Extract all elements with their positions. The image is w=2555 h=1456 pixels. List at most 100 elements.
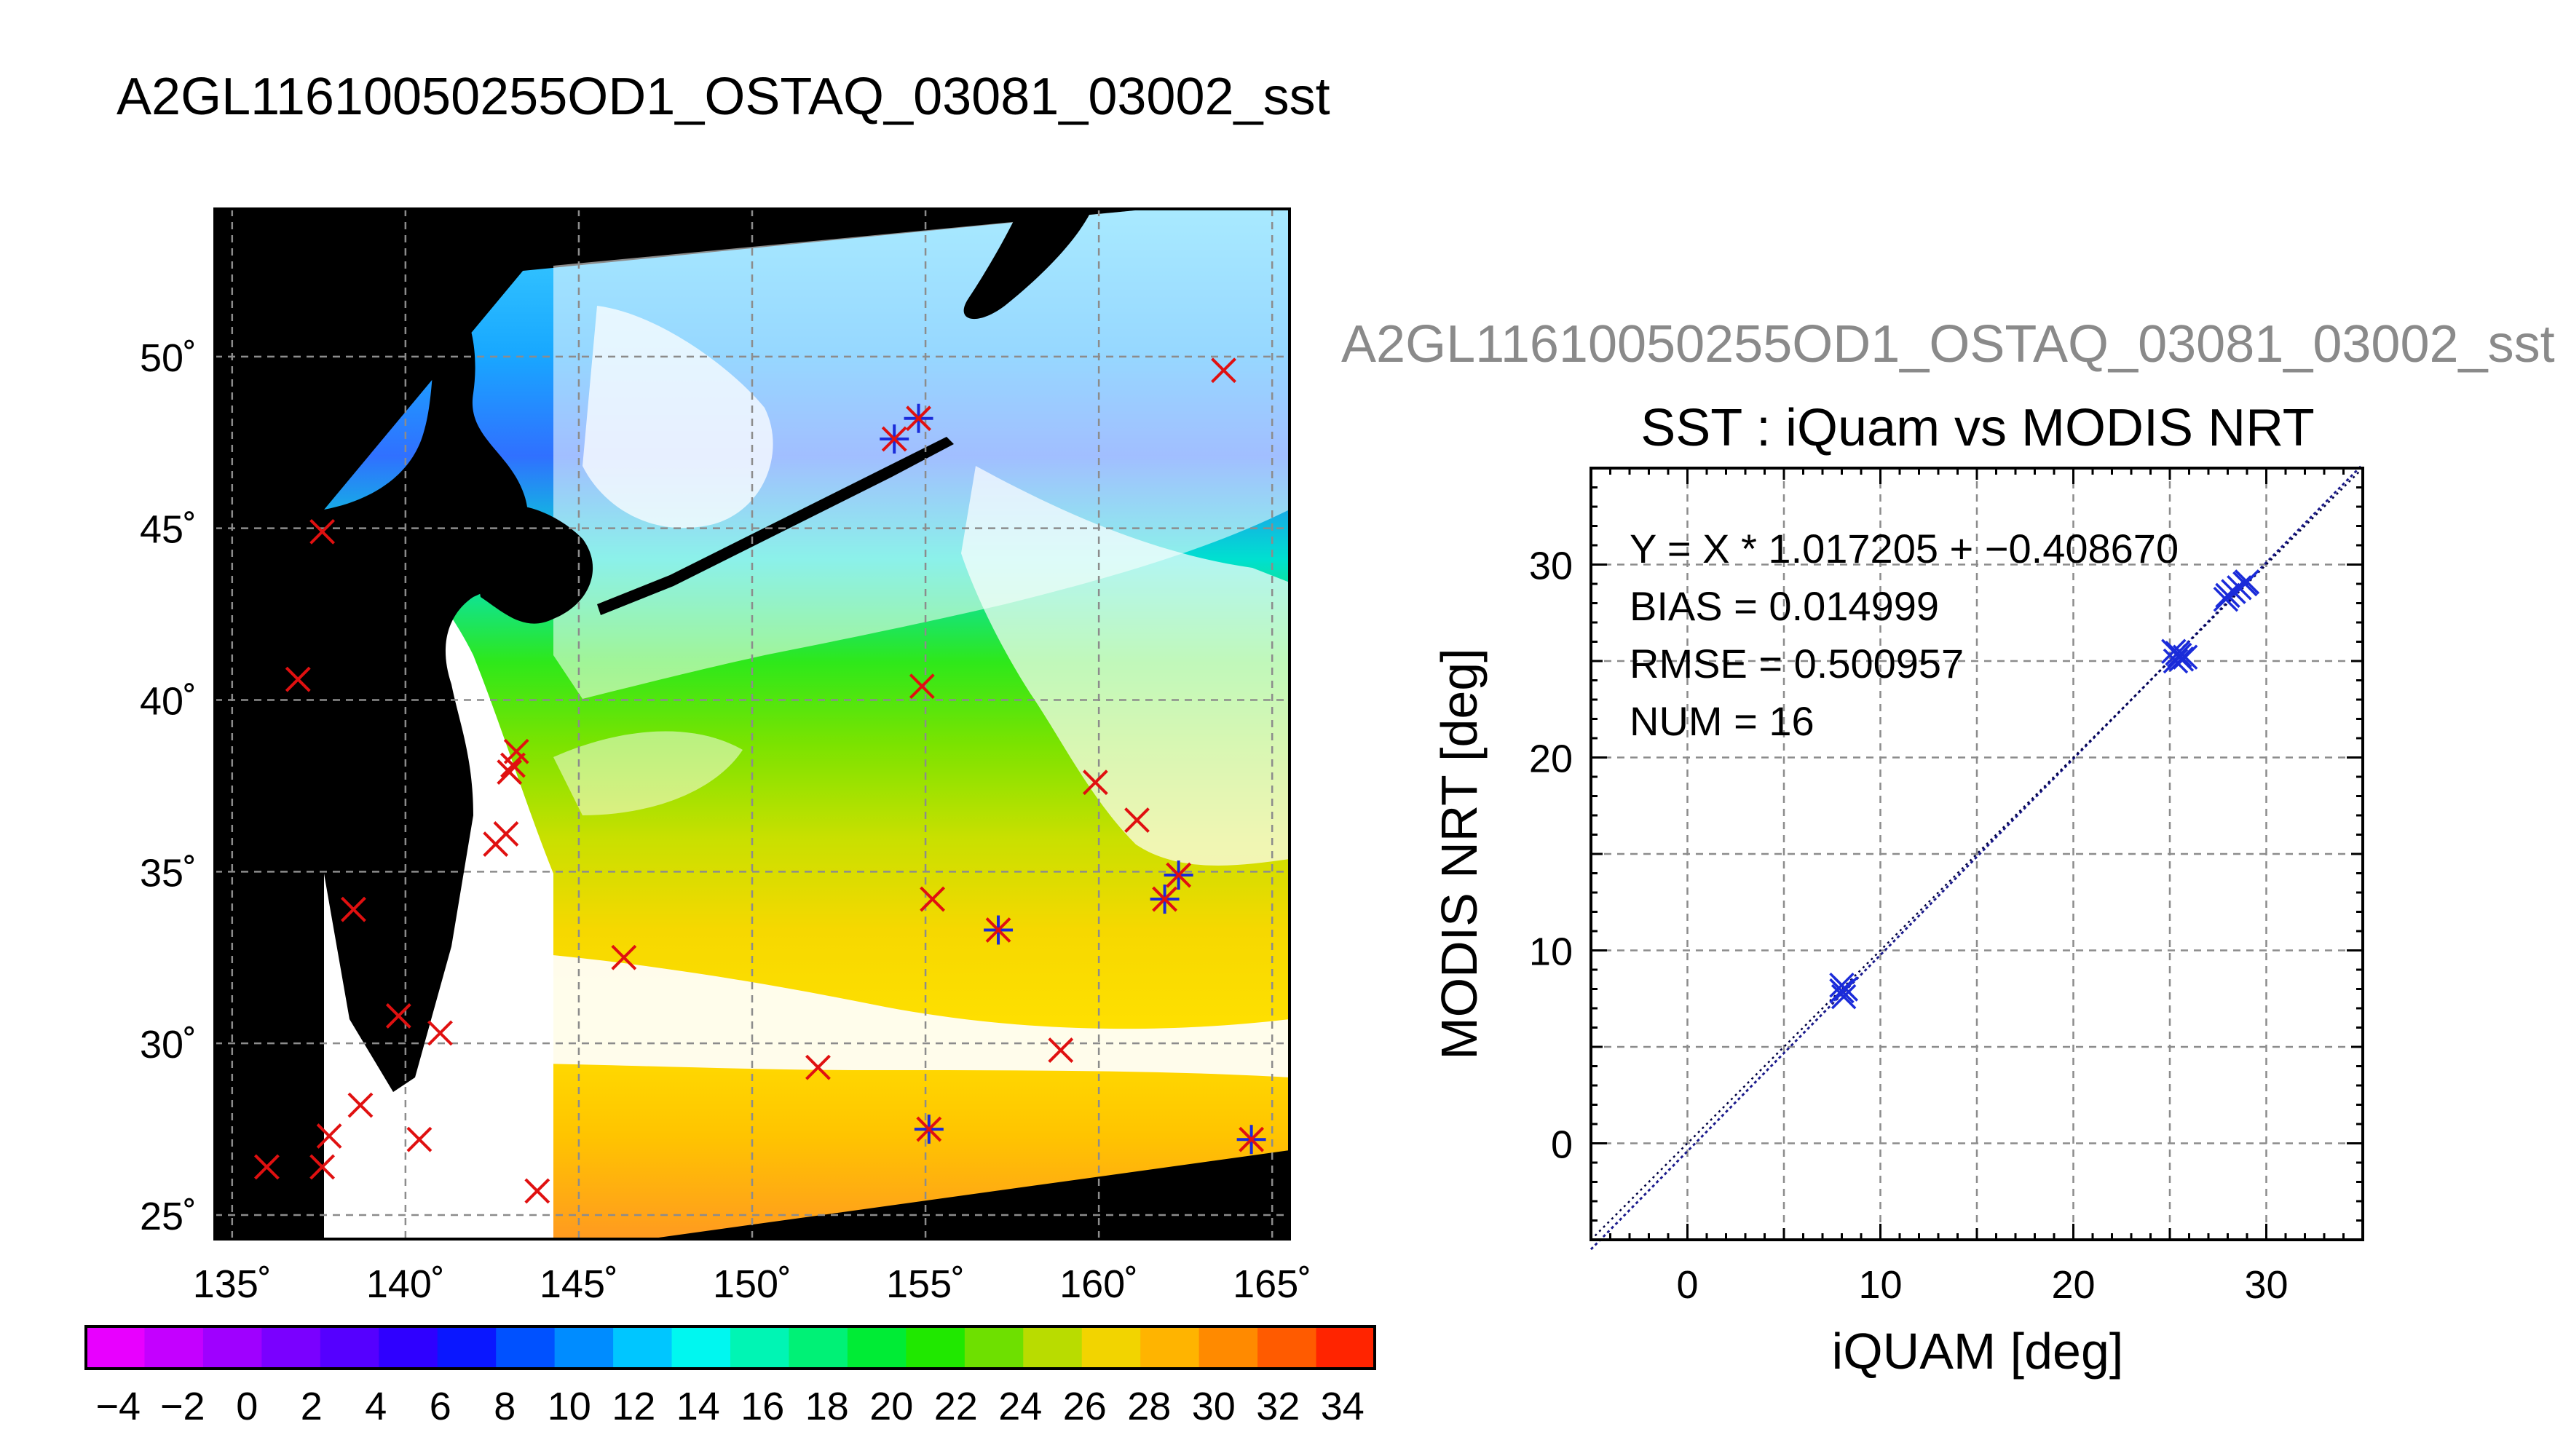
colorbar-tick-label: 30 [1192,1385,1236,1428]
colorbar-swatch [613,1326,673,1369]
stats-rmse: RMSE = 0.500957 [1630,641,1964,687]
left-swath-edge [215,209,523,1239]
buoy-marker [611,944,637,970]
land-hokkaido-sakhalin [324,291,529,1092]
colorbar: −4 −2 0 2 4 6 8 10 12 14 16 18 20 22 24 26 28 30 32 34 [84,1325,1376,1428]
colorbar-swatch [730,1326,789,1369]
buoy-marker-used [904,403,933,433]
colorbar-tick-label: 12 [612,1385,655,1428]
map-y-tick-label: 50˚ [140,336,197,380]
map-x-tick-labels: 135˚ 140˚ 145˚ 150˚ 155˚ 160˚ 165˚ [193,1262,1311,1306]
buoy-marker-used [880,424,909,454]
map-x-tick-label: 165˚ [1233,1262,1311,1306]
scatter-point [1833,976,1859,1002]
scatter-point [1831,984,1857,1010]
scatter-y-tick-label: 30 [1529,545,1573,588]
buoy-marker [285,666,311,692]
buoy-marker [1082,769,1108,796]
scatter-x-tick-label: 30 [2244,1263,2288,1307]
map-x-tick-label: 160˚ [1059,1262,1138,1306]
identity-line [1590,467,2364,1241]
buoy-marker [1211,357,1236,384]
colorbar-tick-label: 24 [998,1385,1042,1428]
scatter-y-tick-labels: 0 10 20 30 [1529,545,1573,1167]
map-y-tick-labels: 25˚ 30˚ 35˚ 40˚ 45˚ 50˚ [140,336,197,1238]
colorbar-tick-label: 2 [301,1385,323,1428]
colorbar-swatch [964,1326,1024,1369]
scatter-x-tick-labels: 0 10 20 30 [1676,1263,2288,1307]
scatter-x-tick-label: 20 [2051,1263,2095,1307]
colorbar-swatch [1316,1326,1375,1369]
colorbar-tick-label: 34 [1321,1385,1365,1428]
scatter-point [2163,648,2189,674]
map-y-tick-label: 40˚ [140,679,197,723]
map-y-tick-label: 30˚ [140,1023,197,1067]
colorbar-tick-label: 22 [934,1385,978,1428]
buoy-marker [483,831,509,857]
map-frame [213,207,1291,1241]
buoy-marker [500,752,526,778]
colorbar-tick-label: 6 [430,1385,451,1428]
cloud-mask-south [437,946,1290,1077]
x-axis-label: iQUAM [deg] [1832,1323,2124,1380]
buoy-marker-used [914,1115,944,1144]
colorbar-swatch [379,1326,438,1369]
colorbar-swatch [1140,1326,1200,1369]
buoy-marker [920,886,946,912]
colorbar-swatch [906,1326,965,1369]
map-y-tick-label: 45˚ [140,508,197,552]
scatter-point [2234,569,2260,595]
colorbar-tick-label: 10 [548,1385,591,1428]
scatter-point [2167,642,2192,668]
buoy-marker [316,1123,342,1149]
buoy-marker-used [1164,860,1193,890]
scatter-point [2172,644,2198,670]
map-gridlines [215,209,1290,1239]
scatter-point [2227,575,2252,601]
colorbar-tick-label: 26 [1063,1385,1107,1428]
map-x-tick-label: 135˚ [193,1262,272,1306]
overlay-title: A2GL11610050255OD1_OSTAQ_03081_03002_sst [1341,315,2555,373]
colorbar-tick-label: 28 [1127,1385,1171,1428]
scatter-y-tick-label: 0 [1551,1123,1573,1167]
buoy-marker [1124,807,1150,833]
colorbar-swatch [496,1326,556,1369]
colorbar-swatch [261,1326,321,1369]
colorbar-swatch [671,1326,731,1369]
land-hokkaido [466,504,593,624]
scatter-point [2161,638,2187,664]
stats-num: NUM = 16 [1630,698,1814,744]
buoy-marker [254,1154,280,1180]
map-x-tick-label: 140˚ [366,1262,445,1306]
colorbar-tick-label: 18 [805,1385,849,1428]
map-x-tick-label: 145˚ [540,1262,618,1306]
scatter-plot: SST : iQuam vs MODIS NRT 0 10 20 30 0 10 20 30… [1431,399,2364,1380]
colorbar-swatch [1081,1326,1141,1369]
buoy-marker [909,673,935,700]
buoy-marker [497,759,523,785]
buoy-marker [406,1126,433,1152]
buoy-marker [427,1020,453,1046]
colorbar-swatch [202,1326,262,1369]
buoy-marker-used [1150,885,1180,914]
colorbar-tick-label: −2 [160,1385,205,1428]
colorbar-swatch [1023,1326,1083,1369]
colorbar-swatch [144,1326,204,1369]
scatter-y-tick-label: 10 [1529,930,1573,974]
colorbar-swatch [86,1326,145,1369]
sst-map: 135˚ 140˚ 145˚ 150˚ 155˚ 160˚ 165˚ 25˚ 30˚ 35˚ 40… [140,207,1311,1306]
buoy-marker [1048,1037,1074,1063]
colorbar-swatch [320,1326,379,1369]
buoy-markers [254,357,1266,1204]
colorbar-swatch [847,1326,907,1369]
scatter-x-tick-label: 10 [1858,1263,1902,1307]
scatter-tick-marks [1590,467,2364,1241]
scatter-gridlines [1591,468,2363,1240]
buoy-marker [309,518,336,545]
fit-line [1590,463,2364,1251]
colorbar-swatch [1257,1326,1317,1369]
colorbar-swatch [789,1326,848,1369]
colorbar-tick-label: 16 [741,1385,784,1428]
colorbar-tick-label: 14 [676,1385,720,1428]
